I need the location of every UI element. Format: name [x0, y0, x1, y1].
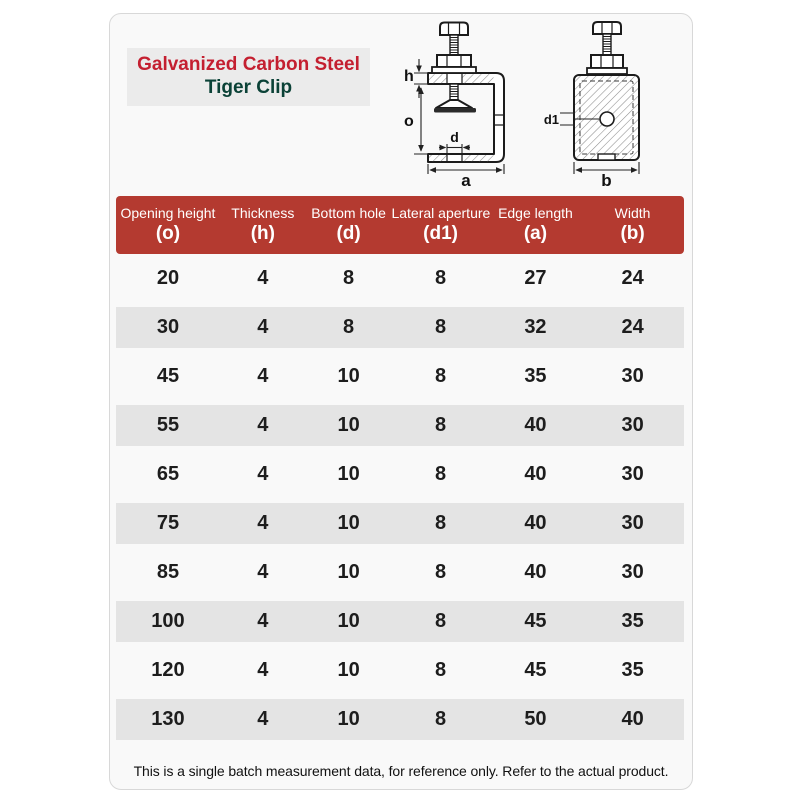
col-header-width: Width (b) — [581, 196, 684, 254]
table-row: 75 4 10 8 40 30 — [116, 499, 684, 548]
col-header-lateral-aperture: Lateral aperture (d1) — [391, 196, 490, 254]
spec-cell: 85 — [156, 561, 180, 583]
spec-table-body: 20 4 8 8 27 24 30 4 8 8 32 24 45 4 10 8 35 30 55 4 10 8 40 30 65… — [116, 254, 684, 744]
spec-cell: 4 — [219, 401, 306, 450]
spec-cell: 8 — [435, 463, 447, 485]
spec-cell: 40 — [489, 401, 582, 450]
spec-cell: 4 — [257, 561, 269, 583]
spec-cell: 4 — [257, 659, 269, 681]
spec-cell: 65 — [156, 463, 180, 485]
clip-front-view: d1 b — [544, 21, 640, 190]
dim-label-h: h — [404, 68, 414, 85]
spec-cell: 30 — [581, 499, 684, 548]
col-header-thickness: Thickness (h) — [219, 196, 306, 254]
dim-label-a: a — [461, 171, 471, 190]
bolt-front — [586, 21, 628, 75]
table-row: 85 4 10 8 40 30 — [116, 548, 684, 597]
spec-cell: 45 — [489, 597, 582, 646]
spec-cell: 8 — [391, 597, 490, 646]
spec-cell: 30 — [621, 561, 644, 583]
dim-label-d1: d1 — [544, 112, 559, 127]
spec-cell: 10 — [337, 561, 360, 583]
spec-table: Opening height (o) Thickness (h) Bottom … — [116, 196, 684, 744]
spec-cell: 35 — [621, 659, 644, 681]
spec-cell: 4 — [219, 303, 306, 352]
spec-cell: 10 — [305, 597, 392, 646]
dimension-lines-front — [560, 112, 640, 174]
spec-cell: 8 — [391, 401, 490, 450]
spec-cell: 35 — [581, 597, 684, 646]
col-header-bottom-hole: Bottom hole (d) — [305, 196, 392, 254]
disclaimer-note: This is a single batch measurement data,… — [133, 763, 669, 779]
spec-card: Galvanized Carbon Steel Tiger Clip — [109, 13, 693, 790]
spec-cell: 40 — [581, 695, 684, 744]
spec-cell: 8 — [391, 303, 490, 352]
dim-label-b: b — [601, 171, 611, 190]
technical-drawing: h o d a — [404, 21, 640, 190]
spec-cell: 10 — [337, 365, 360, 387]
spec-cell: 8 — [435, 365, 447, 387]
spec-cell: 24 — [621, 267, 644, 289]
spec-cell: 130 — [116, 695, 220, 744]
spec-cell: 10 — [337, 463, 360, 485]
table-row: 65 4 10 8 40 30 — [116, 450, 684, 499]
spec-cell: 30 — [621, 463, 644, 485]
spec-cell: 10 — [337, 659, 360, 681]
spec-cell: 100 — [116, 597, 220, 646]
spec-cell: 120 — [151, 659, 185, 681]
spec-cell: 8 — [305, 303, 392, 352]
spec-cell: 24 — [581, 303, 684, 352]
spec-cell: 45 — [156, 365, 180, 387]
spec-cell: 8 — [343, 267, 355, 289]
dim-label-d: d — [450, 129, 459, 145]
spec-cell: 8 — [435, 561, 447, 583]
spec-cell: 4 — [257, 463, 269, 485]
col-header-opening-height: Opening height (o) — [116, 196, 220, 254]
table-row: 45 4 10 8 35 30 — [116, 352, 684, 401]
product-name-title: Tiger Clip — [204, 77, 293, 98]
spec-cell: 30 — [621, 365, 644, 387]
table-row: 55 4 10 8 40 30 — [116, 401, 684, 450]
spec-cell: 27 — [524, 267, 547, 289]
spec-cell: 8 — [391, 499, 490, 548]
clip-side-view: h o d a — [404, 21, 505, 190]
table-row: 30 4 8 8 32 24 — [116, 303, 684, 352]
product-material-title: Galvanized Carbon Steel — [137, 54, 360, 76]
spec-cell: 50 — [489, 695, 582, 744]
spec-table-header: Opening height (o) Thickness (h) Bottom … — [116, 196, 684, 254]
spec-cell: 35 — [524, 365, 547, 387]
spec-cell: 40 — [524, 463, 547, 485]
table-row: 100 4 10 8 45 35 — [116, 597, 684, 646]
spec-cell: 45 — [524, 659, 547, 681]
spec-cell: 40 — [489, 499, 582, 548]
spec-cell: 8 — [435, 659, 447, 681]
spec-cell: 32 — [489, 303, 582, 352]
table-row: 20 4 8 8 27 24 — [116, 254, 684, 303]
table-row: 120 4 10 8 45 35 — [116, 646, 684, 695]
spec-cell: 10 — [305, 499, 392, 548]
spec-cell: 10 — [305, 695, 392, 744]
dimension-lines-side — [414, 59, 505, 174]
spec-cell: 8 — [391, 695, 490, 744]
col-header-edge-length: Edge length (a) — [489, 196, 582, 254]
bolt-side — [431, 21, 477, 113]
spec-cell: 30 — [116, 303, 220, 352]
spec-cell: 8 — [435, 267, 447, 289]
table-row: 130 4 10 8 50 40 — [116, 695, 684, 744]
product-title: Galvanized Carbon Steel Tiger Clip — [127, 48, 370, 106]
spec-cell: 4 — [257, 267, 269, 289]
spec-cell: 55 — [116, 401, 220, 450]
dim-label-o: o — [404, 113, 414, 130]
spec-cell: 4 — [219, 695, 306, 744]
spec-cell: 4 — [219, 597, 306, 646]
spec-cell: 4 — [257, 365, 269, 387]
spec-cell: 10 — [305, 401, 392, 450]
spec-cell: 30 — [581, 401, 684, 450]
spec-cell: 20 — [156, 267, 180, 289]
spec-cell: 40 — [524, 561, 547, 583]
spec-cell: 4 — [219, 499, 306, 548]
spec-cell: 75 — [116, 499, 220, 548]
